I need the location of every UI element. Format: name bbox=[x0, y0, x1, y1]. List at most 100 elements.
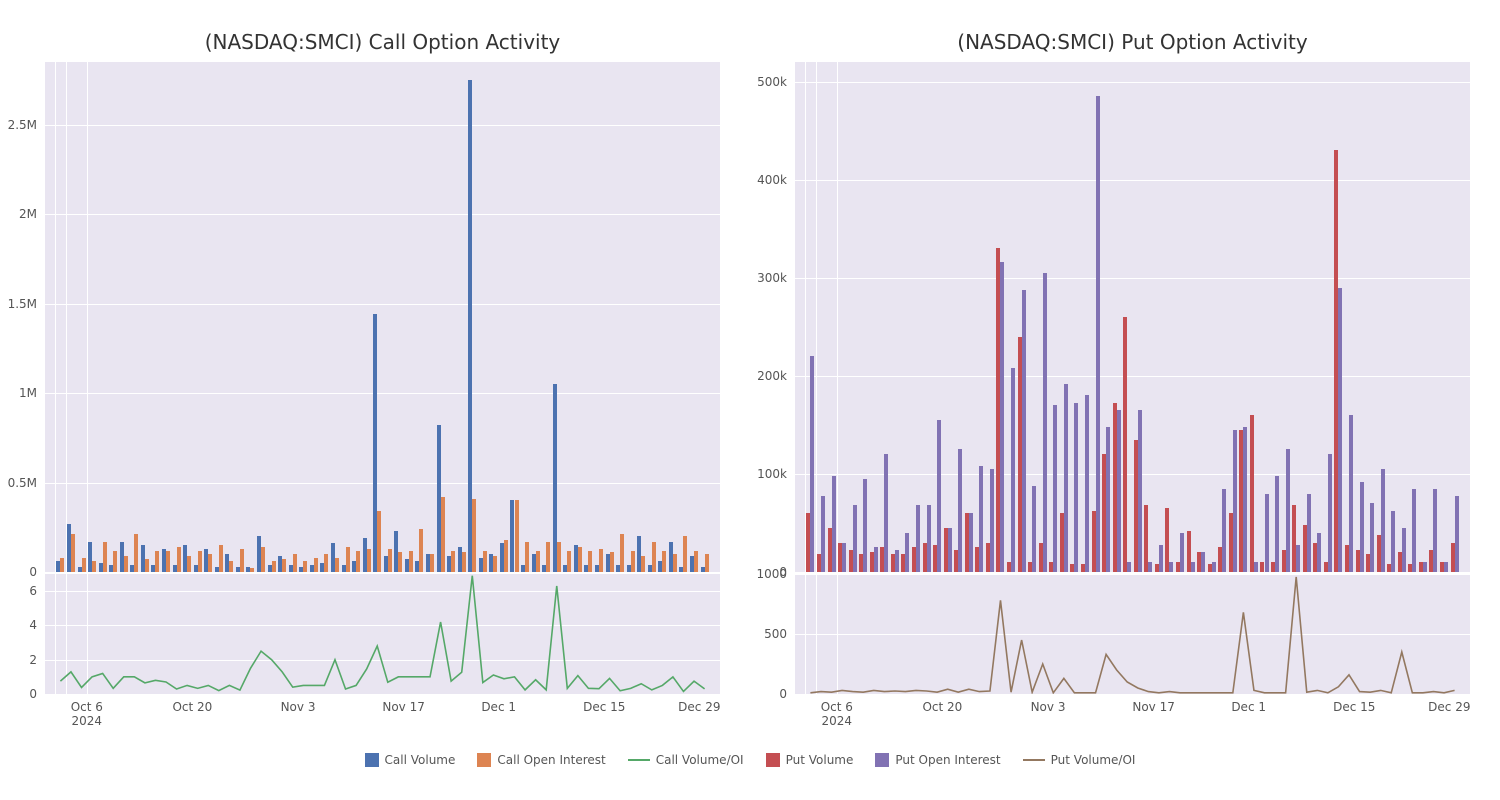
y-tick-label: 0.5M bbox=[8, 476, 45, 490]
legend-put-oi: Put Open Interest bbox=[875, 753, 1000, 767]
bar bbox=[240, 549, 244, 572]
bar bbox=[1381, 469, 1385, 572]
bar bbox=[673, 554, 677, 572]
bar bbox=[250, 568, 254, 572]
bar bbox=[1096, 96, 1100, 572]
bar bbox=[705, 554, 709, 572]
x-tick-label: Dec 15 bbox=[1333, 700, 1375, 714]
bar bbox=[1455, 496, 1459, 573]
bar bbox=[166, 551, 170, 572]
y-tick-label: 2M bbox=[19, 207, 45, 221]
y-tick-label: 2.5M bbox=[8, 118, 45, 132]
bar bbox=[652, 542, 656, 572]
bar bbox=[377, 511, 381, 572]
bar bbox=[1032, 486, 1036, 572]
y-tick-label: 100k bbox=[757, 467, 795, 481]
put-title: (NASDAQ:SMCI) Put Option Activity bbox=[795, 30, 1470, 54]
bar bbox=[884, 454, 888, 572]
bar bbox=[916, 505, 920, 572]
swatch-icon bbox=[365, 753, 379, 767]
bar bbox=[1412, 489, 1416, 572]
bar bbox=[525, 542, 529, 572]
bar bbox=[1233, 430, 1237, 572]
line-swatch-icon bbox=[1023, 759, 1045, 761]
bar bbox=[462, 552, 466, 572]
bar bbox=[103, 542, 107, 572]
bar bbox=[1328, 454, 1332, 572]
bar bbox=[927, 505, 931, 572]
bar bbox=[219, 545, 223, 572]
bar bbox=[1243, 427, 1247, 572]
x-tick-label: Oct 20 bbox=[172, 700, 212, 714]
x-tick-label: Oct 20 bbox=[922, 700, 962, 714]
bar bbox=[948, 528, 952, 572]
y-tick-label: 1.5M bbox=[8, 297, 45, 311]
bar bbox=[1444, 562, 1448, 572]
bar bbox=[1117, 410, 1121, 572]
bar bbox=[979, 466, 983, 572]
bar bbox=[557, 542, 561, 572]
bar bbox=[1317, 533, 1321, 572]
bar bbox=[155, 551, 159, 572]
x-tick-label: Nov 3 bbox=[281, 700, 316, 714]
y-tick-label: 2 bbox=[29, 653, 45, 667]
bar bbox=[451, 551, 455, 572]
bar bbox=[832, 476, 836, 572]
y-tick-label: 500 bbox=[764, 627, 795, 641]
line-series bbox=[795, 574, 1470, 694]
bar bbox=[588, 551, 592, 572]
bar bbox=[1201, 552, 1205, 572]
bar bbox=[937, 420, 941, 572]
bar bbox=[303, 561, 307, 572]
x-tick-label: Oct 6 bbox=[821, 700, 853, 714]
bar bbox=[546, 542, 550, 572]
y-tick-label: 500k bbox=[757, 75, 795, 89]
bar bbox=[134, 534, 138, 572]
bar bbox=[82, 558, 86, 572]
legend-label: Put Volume bbox=[786, 753, 854, 767]
bar bbox=[1085, 395, 1089, 572]
call-panel: (NASDAQ:SMCI) Call Option Activity 00.5M… bbox=[0, 0, 750, 740]
put-x-axis: Oct 62024Oct 20Nov 3Nov 17Dec 1Dec 15Dec… bbox=[795, 694, 1470, 724]
bar bbox=[821, 496, 825, 573]
x-tick-label: Dec 1 bbox=[481, 700, 516, 714]
bar bbox=[990, 469, 994, 572]
bar bbox=[92, 561, 96, 572]
chart-container: (NASDAQ:SMCI) Call Option Activity 00.5M… bbox=[0, 0, 1500, 740]
bar bbox=[229, 561, 233, 572]
x-tick-label: Nov 17 bbox=[382, 700, 425, 714]
bar bbox=[367, 549, 371, 572]
x-tick-label: Nov 3 bbox=[1031, 700, 1066, 714]
legend-label: Put Open Interest bbox=[895, 753, 1000, 767]
bar bbox=[60, 558, 64, 572]
bar bbox=[1191, 562, 1195, 572]
legend-label: Call Volume bbox=[385, 753, 456, 767]
bar bbox=[853, 505, 857, 572]
bar bbox=[1127, 562, 1131, 572]
legend-label: Call Open Interest bbox=[497, 753, 605, 767]
y-tick-label: 6 bbox=[29, 584, 45, 598]
bar bbox=[895, 550, 899, 572]
call-lower-plot: 0246 bbox=[45, 574, 720, 694]
bar bbox=[208, 554, 212, 572]
bar bbox=[324, 554, 328, 572]
bar bbox=[1000, 262, 1004, 572]
x-year-label: 2024 bbox=[72, 714, 103, 728]
bar bbox=[177, 547, 181, 572]
put-lower-plot: 05001000 bbox=[795, 574, 1470, 694]
bar bbox=[641, 556, 645, 572]
bar bbox=[905, 533, 909, 572]
bar bbox=[282, 559, 286, 572]
bar bbox=[1360, 482, 1364, 572]
bar bbox=[1254, 562, 1258, 572]
legend-label: Call Volume/OI bbox=[656, 753, 744, 767]
call-upper-plot: 00.5M1M1.5M2M2.5M bbox=[45, 62, 720, 572]
bar bbox=[810, 356, 814, 572]
bar bbox=[1402, 528, 1406, 572]
x-year-label: 2024 bbox=[822, 714, 853, 728]
bar bbox=[1307, 494, 1311, 572]
bar bbox=[1370, 503, 1374, 572]
bar bbox=[1053, 405, 1057, 572]
bar bbox=[198, 551, 202, 572]
y-tick-label: 4 bbox=[29, 618, 45, 632]
